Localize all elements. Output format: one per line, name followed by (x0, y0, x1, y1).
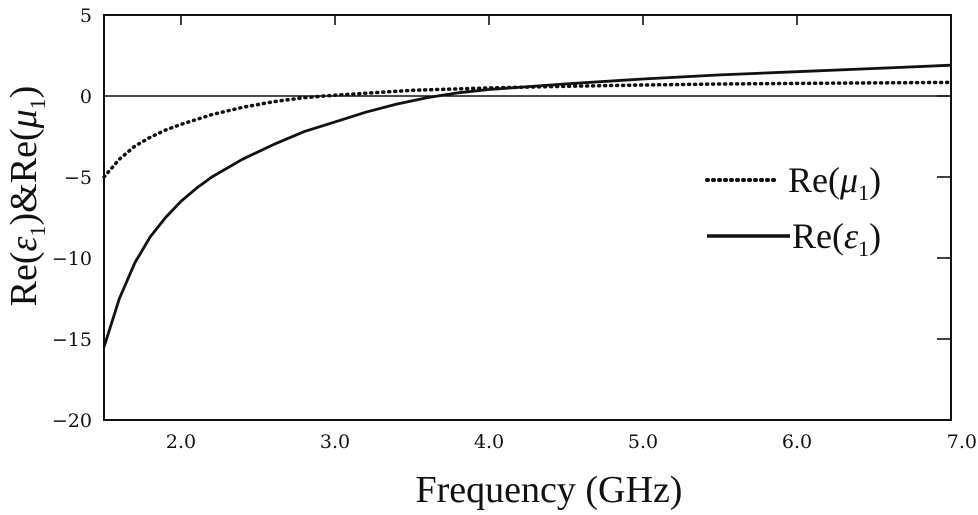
legend: Re(μ1) Re(ε1) (705, 160, 881, 261)
legend-label-eps: Re(ε1) (792, 216, 881, 261)
series-line-re-mu1 (102, 80, 953, 179)
x-tick-label: 2.0 (166, 431, 196, 453)
x-axis-label: Frequency (GHz) (416, 469, 683, 511)
plot-frame (103, 14, 952, 421)
y-tick-label: −20 (52, 410, 92, 432)
x-axis-ticks: 2.0 3.0 4.0 5.0 6.0 7.0 (166, 15, 977, 453)
y-tick-label: −10 (52, 248, 92, 270)
y-tick-label: −5 (64, 167, 92, 189)
x-tick-label: 6.0 (782, 431, 812, 453)
y-tick-label: 5 (80, 5, 92, 27)
y-tick-label: 0 (80, 86, 92, 108)
y-tick-label: −15 (52, 329, 92, 351)
y-axis-label: Re(ε1)&Re(μ1) (3, 86, 50, 307)
series-line-re-eps1 (102, 63, 952, 348)
series-layer (102, 63, 953, 348)
x-tick-label: 5.0 (628, 431, 658, 453)
legend-label-mu: Re(μ1) (788, 160, 881, 205)
x-tick-label: 3.0 (320, 431, 350, 453)
x-tick-label: 4.0 (474, 431, 504, 453)
x-tick-label: 7.0 (947, 431, 977, 453)
